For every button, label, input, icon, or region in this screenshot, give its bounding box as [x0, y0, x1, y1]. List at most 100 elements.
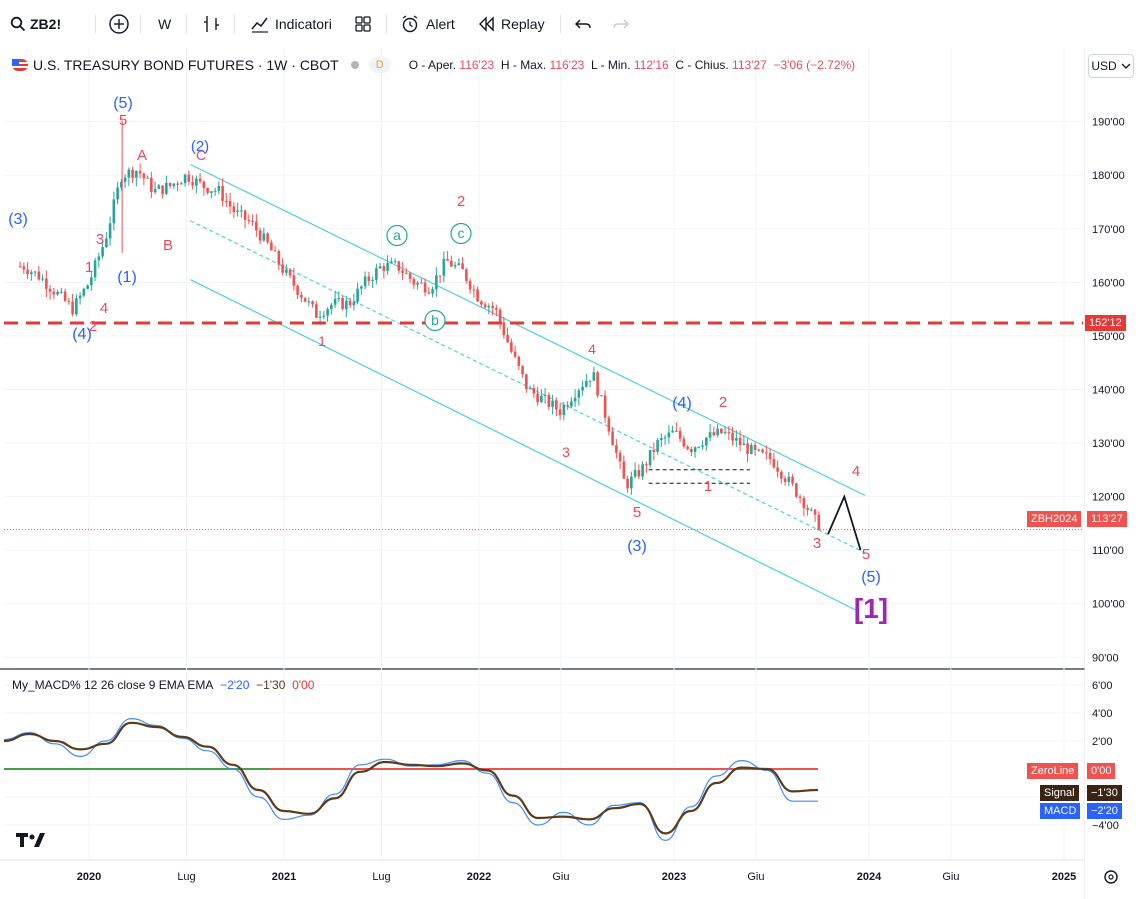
macd-pane	[3, 717, 819, 847]
candle-body	[630, 476, 633, 489]
candle-body	[33, 271, 37, 273]
wave-label: 2	[89, 318, 97, 335]
time-tick-label: Lug	[372, 871, 390, 883]
candle-body	[288, 269, 292, 276]
top-toolbar: ZB2! W Indicatori Alert Replay	[0, 0, 1141, 49]
time-tick-label: Giu	[747, 871, 764, 883]
candle-body	[603, 395, 607, 418]
wave-label: 5	[633, 504, 641, 521]
candle-body	[401, 270, 404, 274]
gear-ring	[1104, 870, 1118, 884]
candle-body	[776, 467, 779, 472]
candle-body	[592, 372, 596, 381]
price-tick-label: 120'00	[1092, 492, 1125, 504]
candle-body	[476, 289, 479, 302]
candle-body	[303, 297, 307, 302]
candle-body	[240, 210, 243, 212]
time-tick-label: 2021	[272, 871, 296, 883]
candle-body	[435, 275, 438, 290]
wave-label: (2)	[191, 138, 209, 155]
candle-body	[221, 185, 224, 201]
candle-body	[798, 496, 802, 499]
candle-body	[637, 470, 641, 477]
candle-body	[750, 444, 753, 454]
candle-body	[705, 437, 708, 446]
candle-body	[540, 395, 543, 403]
symbol-title[interactable]: U.S. TREASURY BOND FUTURES · 1W · CBOT	[33, 57, 339, 73]
candle-body	[585, 381, 588, 387]
candle-body	[536, 393, 539, 403]
compare-button[interactable]	[108, 12, 130, 36]
time-tick-label: 2022	[467, 871, 491, 883]
divider	[95, 14, 96, 34]
chart-type-button[interactable]	[202, 12, 222, 36]
interval-button[interactable]: W	[158, 12, 171, 36]
candle-body	[247, 219, 251, 221]
layouts-button[interactable]	[354, 12, 372, 36]
candle-body	[416, 282, 419, 285]
candle-body	[311, 301, 314, 305]
delay-badge[interactable]: D	[368, 57, 391, 73]
candle-body	[483, 304, 487, 308]
candle-body	[326, 309, 329, 316]
signal-tag-label: Signal	[1044, 787, 1075, 799]
divider	[386, 14, 387, 34]
candle-body	[232, 206, 236, 212]
currency-selector[interactable]: USD	[1088, 54, 1134, 78]
wave-label: (3)	[8, 211, 28, 228]
candle-body	[446, 258, 449, 261]
candle-body	[532, 388, 536, 394]
indicators-button[interactable]: Indicatori	[250, 12, 332, 36]
candle-body	[382, 266, 386, 271]
indicators-icon	[251, 17, 268, 33]
candle-body	[206, 188, 209, 193]
price-axis[interactable]: 90'00 100'00 110'00 120'00 130'00 140'00 150'0…	[1085, 48, 1141, 899]
candle-body	[562, 404, 566, 416]
price-tick-label: 110'00	[1092, 545, 1124, 557]
wave-label: 4	[588, 341, 596, 357]
redo-button[interactable]	[612, 12, 630, 36]
settings-gear-icon[interactable]	[1104, 870, 1118, 884]
low-value: 112'16	[633, 58, 669, 72]
candle-body	[157, 185, 161, 189]
candle-body	[716, 428, 719, 436]
wave-label: [1]	[854, 593, 888, 624]
candle-body	[187, 174, 191, 182]
alert-button[interactable]: Alert	[400, 12, 455, 36]
candle-body	[727, 432, 731, 434]
wave-label: (4)	[72, 326, 92, 343]
candle-body	[30, 272, 33, 275]
logo-stem	[20, 833, 24, 847]
macd-tick-label: 4'00	[1092, 708, 1112, 720]
replay-button[interactable]: Replay	[478, 12, 545, 36]
wave-label: 1	[318, 333, 326, 349]
time-axis[interactable]: 2020 Lug 2021 Lug 2022 Giu 2023 Giu 2024 Giu 2025	[77, 870, 1118, 884]
macd-legend[interactable]: My_MACD% 12 26 close 9 EMA EMA −2'20 −1'…	[12, 678, 314, 692]
candle-body	[795, 483, 798, 497]
symbol-search-button[interactable]: ZB2!	[10, 12, 61, 36]
grid-icon	[355, 16, 371, 32]
candle-body	[318, 316, 322, 318]
candle-body	[41, 278, 44, 280]
candle-body	[678, 430, 682, 439]
candle-body	[783, 478, 787, 482]
undo-button[interactable]	[574, 12, 592, 36]
candles-icon	[204, 16, 219, 32]
candle-body	[93, 260, 97, 278]
candle-body	[573, 397, 577, 402]
candle-body	[390, 261, 393, 263]
macd-legend-value: −2'20	[220, 678, 250, 692]
candle-body	[641, 464, 644, 477]
last-price-value: 113'27	[1091, 513, 1123, 525]
candle-body	[525, 374, 528, 390]
candle-body	[123, 177, 127, 182]
symbol-name-tag: ZBH2024	[1027, 511, 1082, 527]
level-price-tag: 152'12	[1085, 315, 1126, 331]
candle-body	[626, 478, 629, 489]
price-tick-label: 150'00	[1092, 331, 1125, 343]
candle-body	[663, 437, 667, 439]
ohlc-values: O - Aper. 116'23 H - Max. 116'23 L - Min…	[409, 58, 855, 72]
divider	[186, 14, 187, 34]
candle-body	[82, 288, 86, 296]
